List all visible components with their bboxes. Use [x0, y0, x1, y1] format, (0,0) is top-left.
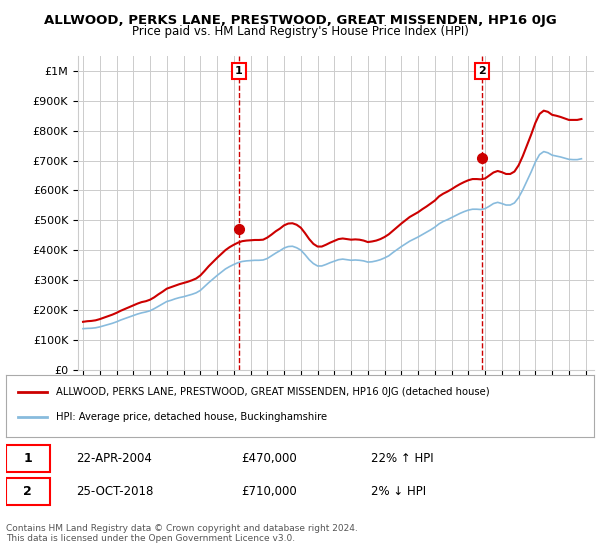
Text: 22% ↑ HPI: 22% ↑ HPI	[371, 452, 433, 465]
Text: 2: 2	[23, 485, 32, 498]
Text: 1: 1	[235, 66, 243, 76]
Text: Contains HM Land Registry data © Crown copyright and database right 2024.
This d: Contains HM Land Registry data © Crown c…	[6, 524, 358, 543]
Text: 2: 2	[478, 66, 486, 76]
Text: £710,000: £710,000	[241, 485, 297, 498]
Text: 2% ↓ HPI: 2% ↓ HPI	[371, 485, 425, 498]
FancyBboxPatch shape	[6, 478, 50, 505]
Text: ALLWOOD, PERKS LANE, PRESTWOOD, GREAT MISSENDEN, HP16 0JG: ALLWOOD, PERKS LANE, PRESTWOOD, GREAT MI…	[44, 14, 556, 27]
Text: £470,000: £470,000	[241, 452, 297, 465]
Text: ALLWOOD, PERKS LANE, PRESTWOOD, GREAT MISSENDEN, HP16 0JG (detached house): ALLWOOD, PERKS LANE, PRESTWOOD, GREAT MI…	[56, 388, 490, 398]
FancyBboxPatch shape	[6, 445, 50, 472]
Text: Price paid vs. HM Land Registry's House Price Index (HPI): Price paid vs. HM Land Registry's House …	[131, 25, 469, 38]
Text: HPI: Average price, detached house, Buckinghamshire: HPI: Average price, detached house, Buck…	[56, 412, 327, 422]
Text: 1: 1	[23, 452, 32, 465]
Text: 22-APR-2004: 22-APR-2004	[77, 452, 152, 465]
Text: 25-OCT-2018: 25-OCT-2018	[77, 485, 154, 498]
